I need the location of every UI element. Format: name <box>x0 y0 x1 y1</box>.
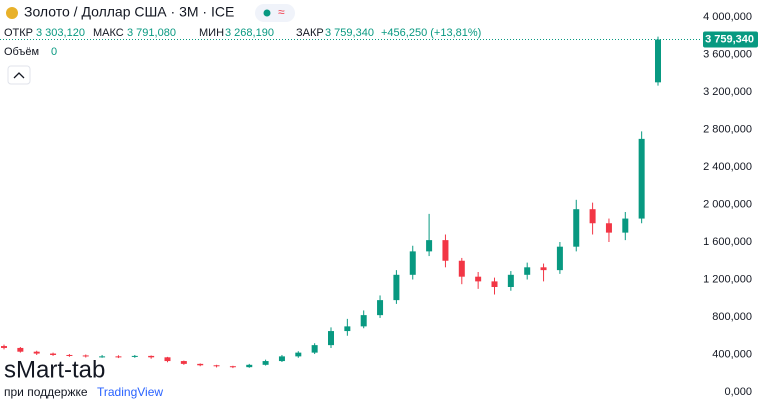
candle-body <box>17 347 24 352</box>
candle-body <box>409 251 416 275</box>
candle-body <box>164 357 171 362</box>
ohlc-row: ОТКР 3 303,120 МАКС 3 791,080 МИН 3 268,… <box>4 27 481 58</box>
watermark-support: при поддержке <box>4 385 88 399</box>
candle-body <box>82 355 89 357</box>
candle-body <box>229 366 236 368</box>
y-tick-label: 1 200,000 <box>703 273 752 285</box>
status-icon: ≈ <box>278 5 285 19</box>
candle-body <box>458 260 465 277</box>
status-badge[interactable] <box>255 4 295 22</box>
candle-body <box>360 315 367 327</box>
candle-body <box>507 274 514 287</box>
open-value: 3 303,120 <box>36 27 85 39</box>
collapse-button[interactable] <box>7 65 31 85</box>
candle-body <box>377 300 384 316</box>
watermark-brand: sMart-tab <box>4 356 105 383</box>
candle-body <box>475 276 482 282</box>
candle-body <box>197 363 204 366</box>
candle-body <box>213 365 220 367</box>
y-tick-label: 2 800,000 <box>703 123 752 135</box>
change-value: +456,250 (+13,81%) <box>381 27 481 39</box>
y-tick-label: 3 600,000 <box>703 48 752 60</box>
candle-body <box>131 355 138 357</box>
candle-body <box>99 356 106 358</box>
candle-body <box>573 209 580 247</box>
y-tick-label: 4 000,000 <box>703 11 752 23</box>
symbol-icon <box>6 7 18 19</box>
y-tick-label: 3 200,000 <box>703 86 752 98</box>
candle-body <box>556 246 563 271</box>
high-label: МАКС <box>93 27 124 39</box>
volume-value: 0 <box>51 46 57 58</box>
candle-body <box>524 267 531 275</box>
candle-body <box>33 351 40 354</box>
candle-body <box>655 39 661 83</box>
candle-body <box>66 354 73 356</box>
candle-body <box>115 356 122 358</box>
candle-body <box>246 364 253 368</box>
candle-body <box>638 138 645 219</box>
candle-body <box>426 240 433 252</box>
y-tick-label: 2 000,000 <box>703 198 752 210</box>
candle-body <box>278 356 285 362</box>
low-label: МИН <box>199 27 224 39</box>
y-tick-label: 800,000 <box>712 311 752 323</box>
candle-body <box>393 274 400 301</box>
candle-body <box>605 223 612 233</box>
candle-body <box>540 267 547 271</box>
candle-body <box>622 218 629 233</box>
candle-body <box>328 331 334 346</box>
y-tick-label: 0,000 <box>724 386 752 398</box>
candle-body <box>148 355 155 358</box>
candle-body <box>262 361 269 365</box>
candle-body <box>344 326 351 332</box>
y-tick-label: 400,000 <box>712 348 752 360</box>
candle-body <box>180 361 187 364</box>
candle-body <box>442 240 449 261</box>
close-label: ЗАКР <box>296 27 324 39</box>
last-price-box <box>703 31 758 48</box>
symbol-title: Золото / Доллар США · 3M · ICE <box>24 4 234 20</box>
candle-body <box>589 209 596 224</box>
candle-body <box>1 346 7 348</box>
collapse-icon <box>13 72 25 79</box>
low-value: 3 268,190 <box>225 27 274 39</box>
close-value: 3 759,340 <box>325 27 374 39</box>
y-tick-label: 2 400,000 <box>703 161 752 173</box>
y-tick-label: 1 600,000 <box>703 236 752 248</box>
last-price-label: 3 759,340 <box>705 33 754 45</box>
candle-body <box>491 281 498 287</box>
open-label: ОТКР <box>4 27 33 39</box>
market-status <box>263 9 271 17</box>
high-value: 3 791,080 <box>127 27 176 39</box>
candle-body <box>311 345 318 353</box>
candle-body <box>295 352 302 357</box>
watermark-provider: TradingView <box>97 385 163 399</box>
volume-label: Объём <box>4 46 39 58</box>
candle-body <box>50 353 57 355</box>
